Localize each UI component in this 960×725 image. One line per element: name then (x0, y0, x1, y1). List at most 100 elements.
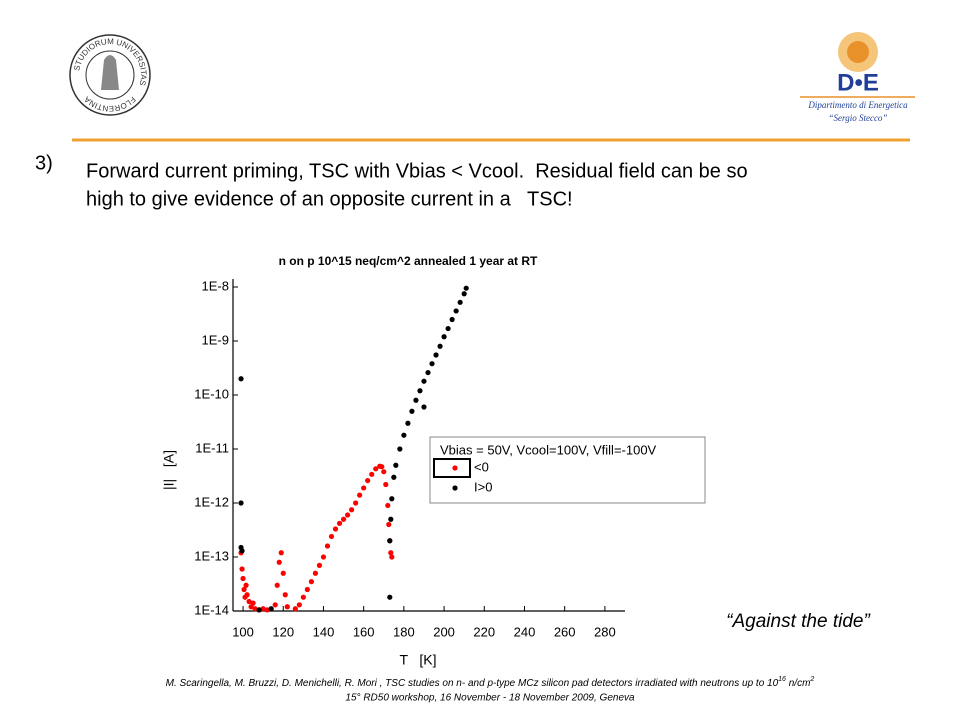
data-point (433, 352, 439, 358)
data-point (388, 516, 394, 522)
data-point (320, 554, 327, 560)
data-point (260, 606, 266, 612)
data-point (385, 502, 391, 509)
data-point (332, 526, 339, 532)
data-point (239, 566, 245, 572)
data-point (391, 474, 397, 480)
data-point (274, 582, 280, 588)
data-point (381, 469, 387, 475)
data-point (280, 570, 286, 576)
data-point (421, 404, 427, 410)
plot: 1E-14 1E-13 1E-12 1E-11 1E-10 1E-9 1E-8 100 120 1… (194, 278, 706, 639)
body-line: Forward current priming, TSC with Vbias … (86, 160, 748, 182)
data-point (324, 543, 331, 549)
footer-part: M. Scaringella, M. Bruzzi, D. Menichelli… (166, 678, 779, 689)
data-point (388, 550, 394, 556)
data-point (369, 471, 375, 477)
logo-name: Dipartimento di Energetica (807, 100, 908, 110)
logo-text: UNIVERSITAS (115, 38, 148, 87)
data-point (457, 299, 463, 305)
data-point (344, 512, 351, 518)
data-point (461, 291, 467, 297)
y-tick-label: 1E-10 (194, 386, 229, 401)
y-axis-label: |I| [A] (161, 450, 177, 490)
legend-label: I>0 (474, 479, 492, 494)
data-point (250, 600, 256, 606)
data-point (389, 554, 395, 560)
data-point (240, 575, 246, 582)
footer-sup: 2 (809, 676, 814, 683)
data-point (304, 586, 310, 593)
x-tick-label: 220 (473, 624, 495, 639)
logo-word: UNIVERSITAS (115, 38, 148, 87)
logo-ring (69, 34, 151, 116)
data-point (238, 376, 244, 382)
footer-part: n/cm (786, 678, 810, 689)
data-point (453, 308, 459, 314)
data-point (386, 521, 392, 528)
data-point (238, 500, 244, 506)
x-tick-label: 140 (313, 624, 335, 639)
data-point (373, 466, 379, 472)
y-tick-label: 1E-9 (202, 332, 229, 347)
y-tick-label: 1E-14 (194, 602, 229, 617)
data-point (239, 548, 245, 554)
data-point (308, 579, 314, 585)
data-point (361, 485, 367, 491)
data-point (365, 477, 371, 484)
data-point (429, 361, 435, 367)
data-point (389, 496, 395, 502)
legend-marker (452, 485, 458, 491)
x-tick-label: 260 (554, 624, 576, 639)
data-point (437, 343, 443, 349)
footer-sup: 16 (778, 676, 786, 683)
data-point (278, 550, 284, 556)
x-tick-label: 160 (353, 624, 375, 639)
data-point (244, 592, 250, 598)
data-point (409, 408, 415, 414)
slide-number: 3) (35, 152, 53, 174)
data-point (316, 562, 323, 568)
data-point (272, 602, 278, 608)
footer-line: 15° RD50 workshop, 16 November - 18 Nove… (345, 693, 635, 704)
data-point (284, 604, 290, 610)
y-tick-label: 1E-13 (194, 548, 229, 563)
data-point (328, 533, 335, 540)
logo-figure (101, 55, 119, 90)
data-point (379, 464, 385, 470)
legend-label: <0 (474, 459, 489, 474)
data-point (312, 570, 319, 576)
x-tick-label: 200 (433, 624, 455, 639)
chart-title: n on p 10^15 neq/cm^2 annealed 1 year at… (279, 254, 538, 268)
data-point (397, 446, 403, 452)
data-point (405, 420, 411, 426)
logo-mark: D•E (837, 69, 879, 96)
data-point (268, 606, 274, 612)
data-point (282, 592, 288, 598)
data-point (449, 316, 455, 323)
data-point (413, 397, 419, 403)
quote: “Against the tide” (726, 611, 871, 632)
legend-box (429, 436, 706, 504)
data-point (425, 369, 431, 376)
data-point (241, 586, 247, 593)
x-tick-label: 280 (594, 624, 616, 639)
x-tick-label: 120 (272, 624, 294, 639)
x-tick-label: 100 (232, 624, 254, 639)
data-point (387, 538, 393, 544)
x-tick-label: 240 (514, 624, 536, 639)
data-point (340, 516, 347, 522)
footer-line: M. Scaringella, M. Bruzzi, D. Menichelli… (166, 676, 815, 689)
data-point (349, 507, 355, 513)
data-point (353, 500, 359, 506)
data-point (336, 520, 343, 526)
data-point (383, 481, 389, 488)
data-point (357, 492, 363, 498)
legend-marker (452, 465, 458, 471)
data-point (264, 607, 270, 613)
logo-inner (85, 50, 135, 100)
data-point (393, 462, 399, 468)
data-point (441, 334, 447, 340)
